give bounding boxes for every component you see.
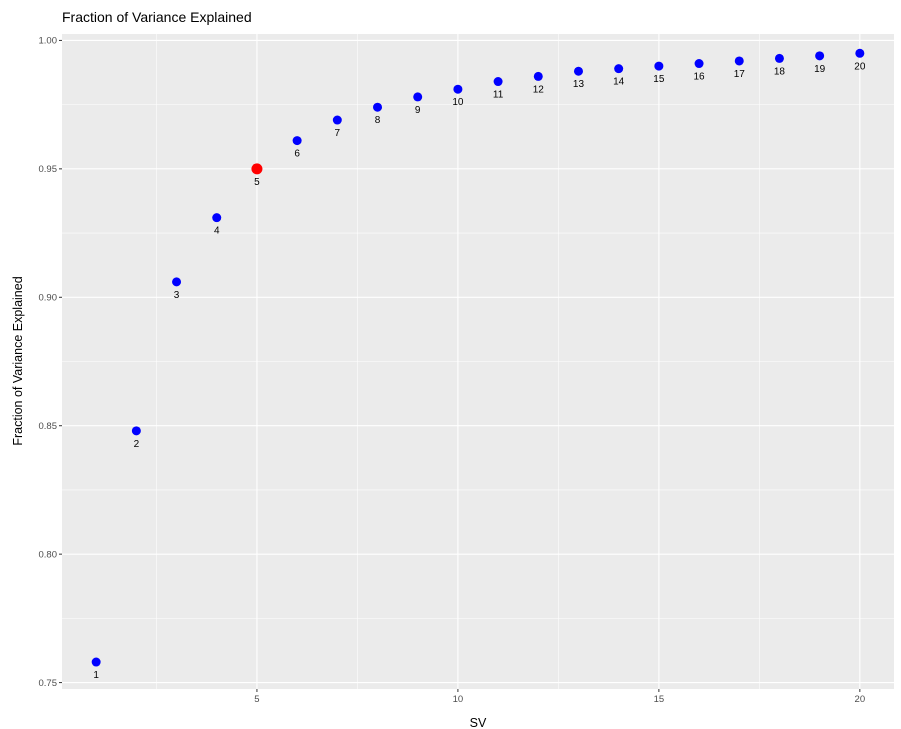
point-label: 12 — [533, 84, 545, 95]
major-gridlines — [62, 34, 894, 689]
data-point — [413, 92, 423, 102]
point-label: 13 — [573, 79, 585, 90]
y-tick-label: 0.75 — [39, 678, 58, 689]
data-point — [212, 213, 222, 223]
data-point — [332, 115, 342, 125]
y-tick-label: 0.85 — [39, 421, 58, 432]
data-point — [453, 84, 463, 94]
point-label: 11 — [493, 90, 504, 101]
data-point — [855, 48, 865, 58]
data-point — [373, 102, 383, 112]
x-axis: 5 10 15 20 — [254, 689, 865, 705]
point-label: 8 — [375, 115, 381, 126]
point-label: 6 — [294, 149, 300, 160]
data-point — [654, 61, 664, 71]
point-label: 17 — [734, 69, 746, 80]
data-points — [91, 48, 865, 667]
point-label: 16 — [694, 72, 706, 83]
point-label: 15 — [653, 74, 665, 85]
data-point — [734, 56, 744, 66]
point-label: 5 — [254, 177, 260, 188]
data-point — [493, 77, 503, 87]
minor-gridlines — [62, 34, 894, 689]
x-tick-label: 15 — [654, 694, 665, 705]
chart-title: Fraction of Variance Explained — [62, 9, 252, 25]
data-point — [172, 277, 182, 287]
x-tick-label: 10 — [453, 694, 464, 705]
point-label: 19 — [814, 64, 826, 75]
point-label: 20 — [854, 61, 866, 72]
highlighted-data-point — [251, 163, 263, 175]
data-point — [292, 136, 302, 146]
y-axis: 0.75 0.80 0.85 0.90 0.95 1.00 — [39, 36, 62, 689]
point-label: 9 — [415, 105, 421, 116]
data-point — [614, 64, 624, 74]
x-tick-label: 5 — [254, 694, 259, 705]
point-label: 1 — [93, 670, 99, 681]
x-axis-title: SV — [470, 716, 487, 729]
data-point — [91, 657, 101, 667]
point-label: 3 — [174, 290, 180, 301]
y-axis-title: Fraction of Variance Explained — [11, 276, 25, 445]
data-point — [774, 53, 784, 63]
y-tick-label: 0.95 — [39, 164, 58, 175]
data-point — [815, 51, 825, 61]
data-point — [533, 71, 543, 81]
data-point — [573, 66, 583, 76]
point-label: 7 — [335, 128, 341, 139]
y-tick-label: 0.90 — [39, 293, 58, 304]
point-label: 10 — [452, 97, 464, 108]
y-tick-label: 1.00 — [39, 36, 58, 47]
data-point — [131, 426, 141, 436]
point-label: 18 — [774, 66, 786, 77]
data-point — [694, 59, 704, 69]
point-label: 4 — [214, 226, 220, 237]
point-label: 14 — [613, 77, 625, 88]
y-tick-label: 0.80 — [39, 549, 58, 560]
point-label: 2 — [134, 439, 140, 450]
x-tick-label: 20 — [855, 694, 866, 705]
